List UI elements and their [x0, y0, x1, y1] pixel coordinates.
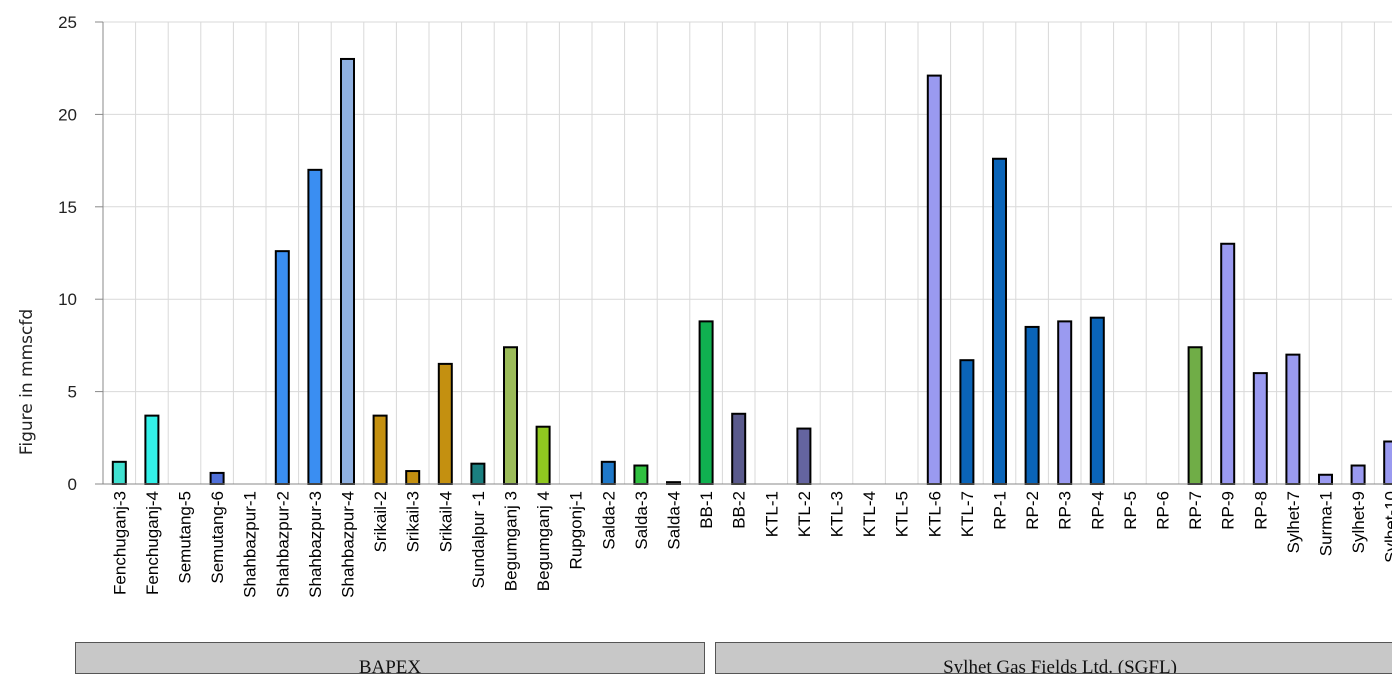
x-tick-label: KTL-5 — [893, 491, 912, 537]
bar — [992, 157, 1007, 485]
x-tick-label: Sylhet-10 — [1382, 491, 1392, 563]
x-tick-label: KTL-7 — [958, 491, 977, 537]
bar — [1057, 320, 1073, 485]
bar — [1024, 325, 1040, 486]
bar — [1187, 346, 1203, 485]
bar — [698, 320, 714, 485]
group-label-text: Sylhet Gas Fields Ltd. (SGFL) — [943, 657, 1177, 674]
bar — [437, 362, 453, 486]
x-tick-label: RP-9 — [1219, 491, 1238, 530]
x-tick-label: Semutang-5 — [176, 491, 195, 584]
bar — [1383, 440, 1392, 486]
bar — [600, 460, 616, 486]
bar — [274, 250, 290, 485]
y-axis-title: Figure in mmscfd — [17, 309, 37, 455]
bar — [731, 412, 747, 485]
x-tick-label: Fenchuganj-4 — [143, 491, 162, 595]
x-tick-label: Rupgonj-1 — [567, 491, 586, 569]
bar — [144, 414, 160, 485]
y-tick-label: 20 — [58, 105, 77, 124]
x-tick-label: KTL-6 — [925, 491, 944, 537]
x-tick-label: RP-3 — [1056, 491, 1075, 530]
x-tick-label: Srikail-4 — [436, 491, 455, 552]
bar — [503, 346, 518, 485]
y-tick-label: 5 — [68, 383, 77, 402]
x-tick-label: Salda-3 — [632, 491, 651, 550]
x-tick-label: KTL-1 — [762, 491, 781, 537]
bar — [1252, 372, 1268, 485]
x-tick-label: RP-8 — [1251, 491, 1270, 530]
bar — [307, 168, 323, 485]
gridlines — [102, 21, 1392, 485]
bar — [959, 359, 975, 485]
x-tick-label: Sundalpur -1 — [469, 491, 488, 588]
bar — [796, 427, 812, 485]
bar — [535, 425, 551, 486]
x-tick-label: RP-2 — [1023, 491, 1042, 530]
y-tick-label: 10 — [58, 290, 77, 309]
bar — [1350, 464, 1366, 485]
x-tick-label: RP-4 — [1088, 491, 1107, 530]
x-tick-label: Semutang-6 — [208, 491, 227, 584]
x-tick-label: RP-5 — [1121, 491, 1140, 530]
x-tick-label: KTL-4 — [860, 491, 879, 537]
x-tick-label: Srikail-3 — [404, 491, 423, 552]
x-tick-label: Fenchuganj-3 — [110, 491, 129, 595]
bar — [405, 470, 421, 485]
x-tick-label: Shahbazpur-1 — [241, 491, 260, 598]
x-tick-label: BB-2 — [730, 491, 749, 529]
x-tick-label: Salda-4 — [665, 491, 684, 550]
bar — [1285, 353, 1301, 486]
x-tick-label: Shahbazpur-3 — [306, 491, 325, 598]
x-tick-label: Begumganj 3 — [502, 491, 521, 591]
x-tick-label: Surma-1 — [1317, 491, 1336, 556]
bar — [1220, 242, 1236, 485]
bar — [340, 57, 355, 486]
x-axis-labels: Fenchuganj-3 Fenchuganj-4 Semutang-5 Semuta… — [110, 491, 1392, 598]
bar — [372, 414, 388, 485]
bar — [111, 460, 127, 486]
y-axis-ticks: 0 5 10 15 20 25 — [58, 13, 103, 494]
y-tick-label: 25 — [58, 13, 77, 32]
group-label: Sylhet Gas Fields Ltd. (SGFL) — [715, 642, 1392, 674]
bar — [470, 462, 486, 485]
x-tick-label: Begumganj 4 — [534, 491, 553, 591]
x-tick-label: RP-6 — [1154, 491, 1173, 530]
x-tick-label: Srikail-2 — [371, 491, 390, 552]
bar — [926, 74, 942, 485]
x-tick-label: KTL-3 — [828, 491, 847, 537]
group-label-text: BAPEX — [358, 657, 422, 674]
bars — [111, 57, 1392, 486]
x-tick-label: RP-1 — [991, 491, 1010, 530]
y-tick-label: 0 — [68, 475, 77, 494]
x-tick-label: KTL-2 — [795, 491, 814, 537]
x-tick-label: Shahbazpur-2 — [273, 491, 292, 598]
x-tick-label: Sylhet-7 — [1284, 491, 1303, 553]
bar — [1089, 316, 1105, 485]
y-tick-label: 15 — [58, 198, 77, 217]
x-tick-label: Shahbazpur-4 — [339, 491, 358, 598]
x-tick-label: BB-1 — [697, 491, 716, 529]
group-label: BAPEX — [75, 642, 705, 674]
x-tick-label: Sylhet-9 — [1349, 491, 1368, 553]
bar — [209, 471, 225, 485]
bar — [633, 464, 649, 485]
x-tick-label: Salda-2 — [599, 491, 618, 550]
bar — [1318, 473, 1333, 486]
x-tick-label: RP-7 — [1186, 491, 1205, 530]
